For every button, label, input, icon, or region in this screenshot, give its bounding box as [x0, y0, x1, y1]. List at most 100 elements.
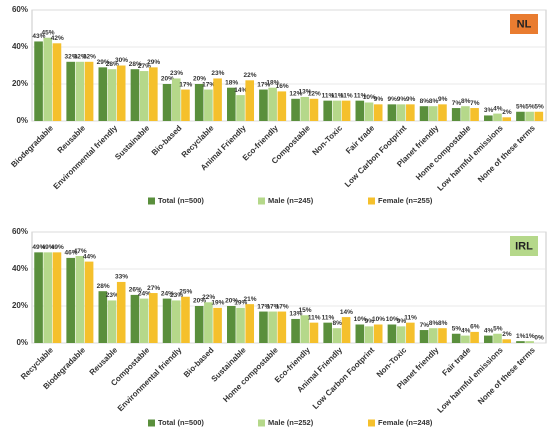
bar — [516, 111, 525, 121]
bar — [323, 322, 332, 343]
value-label: 32% — [74, 54, 87, 61]
bar — [387, 104, 397, 121]
x-tick-label: Low Carbon Footprint — [311, 345, 377, 411]
value-label: 7% — [420, 322, 430, 329]
value-label: 10% — [363, 94, 376, 101]
value-label: 9% — [397, 96, 407, 103]
bar — [227, 87, 236, 121]
value-label: 19% — [211, 300, 224, 307]
y-tick-label: 20% — [12, 301, 28, 310]
x-tick-label: None of these terms — [476, 123, 537, 184]
value-label: 24% — [138, 290, 151, 297]
x-tick-label: Reusable — [88, 345, 120, 377]
value-label: 9% — [406, 96, 416, 103]
bar — [428, 328, 438, 343]
value-label: 22% — [244, 72, 257, 79]
bar — [43, 37, 53, 121]
bar — [245, 304, 255, 343]
y-tick-label: 0% — [16, 116, 28, 125]
value-label: 9% — [397, 318, 407, 325]
legend-label: Female (n=255) — [378, 196, 433, 205]
x-tick-label: Reusable — [56, 123, 88, 155]
x-tick-label: Low Carbon Footprint — [343, 123, 409, 189]
bar — [171, 300, 181, 343]
value-label: 3% — [484, 107, 494, 114]
bar — [387, 324, 397, 343]
value-label: 17% — [257, 303, 270, 310]
bar — [149, 293, 158, 343]
bar — [525, 341, 534, 343]
value-label: 17% — [202, 81, 215, 88]
bar — [194, 306, 204, 343]
bar — [451, 333, 461, 343]
y-tick-label: 60% — [12, 227, 28, 236]
value-label: 10% — [354, 316, 367, 323]
value-label: 28% — [106, 61, 119, 68]
bar — [107, 69, 117, 121]
y-tick-label: 0% — [16, 338, 28, 347]
bar — [213, 307, 222, 343]
bar — [516, 341, 525, 343]
x-tick-label: Non-Toxic — [310, 123, 344, 157]
value-label: 11% — [331, 92, 344, 99]
value-label: 11% — [322, 92, 335, 99]
bar — [52, 252, 62, 343]
value-label: 14% — [340, 309, 353, 316]
value-label: 1% — [525, 333, 535, 340]
bar — [406, 322, 415, 343]
x-tick-label: Bio-based — [182, 345, 216, 379]
value-label: 11% — [340, 92, 353, 99]
value-label: 4% — [484, 327, 494, 334]
value-label: 13% — [289, 311, 302, 318]
bar — [341, 317, 351, 343]
bar — [309, 98, 319, 121]
x-tick-label: Home compostable — [414, 123, 473, 182]
value-label: 17% — [179, 81, 192, 88]
bar — [332, 328, 342, 343]
value-label: 5% — [516, 103, 526, 110]
value-label: 8% — [332, 320, 342, 327]
bar — [323, 100, 332, 121]
bar — [396, 326, 406, 343]
legend-swatch — [258, 419, 265, 427]
badge-box — [510, 236, 538, 256]
value-label: 22% — [202, 294, 215, 301]
legend-swatch — [258, 197, 265, 205]
value-label: 32% — [64, 54, 77, 61]
bar — [130, 69, 140, 121]
x-tick-label: Fair trade — [344, 123, 377, 156]
bar — [493, 333, 502, 343]
bar — [438, 328, 447, 343]
bar — [84, 261, 94, 343]
value-label: 18% — [266, 79, 279, 86]
value-label: 11% — [354, 92, 367, 99]
value-label: 27% — [138, 63, 151, 70]
value-label: 11% — [308, 314, 321, 321]
bar — [181, 89, 190, 121]
bar — [213, 78, 222, 121]
bar — [355, 100, 365, 121]
value-label: 4% — [461, 327, 471, 334]
value-label: 28% — [97, 283, 110, 290]
bar — [534, 111, 544, 121]
bar — [268, 87, 277, 121]
bar — [75, 256, 85, 343]
y-tick-label: 40% — [12, 264, 28, 273]
legend-label: Male (n=252) — [268, 418, 314, 427]
bar — [373, 324, 383, 343]
value-label: 11% — [322, 314, 335, 321]
x-tick-label: Biodegradable — [9, 123, 55, 169]
legend-label: Total (n=500) — [158, 418, 204, 427]
value-label: 5% — [452, 325, 462, 332]
value-label: 23% — [211, 70, 224, 77]
value-label: 1% — [516, 333, 526, 340]
x-tick-label: Non-Toxic — [375, 345, 409, 379]
value-label: 32% — [83, 54, 96, 61]
bar — [470, 108, 479, 121]
bar — [130, 294, 140, 343]
bar — [406, 104, 415, 121]
value-label: 47% — [74, 248, 87, 255]
value-label: 44% — [83, 253, 96, 260]
value-label: 7% — [470, 100, 480, 107]
